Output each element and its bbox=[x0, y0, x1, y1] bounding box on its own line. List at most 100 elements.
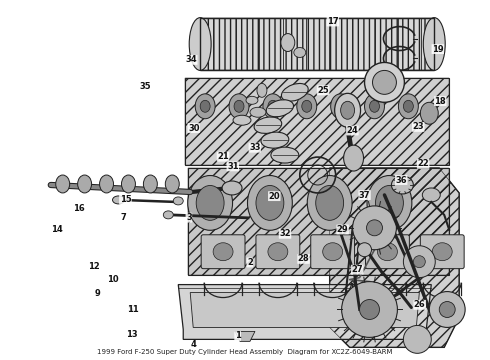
Ellipse shape bbox=[297, 94, 317, 119]
Ellipse shape bbox=[165, 175, 179, 193]
Text: 30: 30 bbox=[188, 123, 199, 132]
Bar bbox=[200, 18, 434, 71]
Ellipse shape bbox=[358, 243, 371, 257]
Circle shape bbox=[367, 220, 383, 236]
Ellipse shape bbox=[316, 185, 343, 220]
Ellipse shape bbox=[307, 176, 352, 230]
Bar bbox=[185, 78, 449, 165]
Circle shape bbox=[414, 256, 425, 268]
Text: 14: 14 bbox=[51, 225, 63, 234]
Ellipse shape bbox=[99, 175, 114, 193]
Ellipse shape bbox=[294, 48, 306, 58]
Text: 35: 35 bbox=[139, 82, 151, 91]
Ellipse shape bbox=[122, 175, 135, 193]
Text: 9: 9 bbox=[95, 289, 100, 298]
Ellipse shape bbox=[77, 175, 92, 193]
Text: 2: 2 bbox=[247, 258, 253, 267]
Circle shape bbox=[403, 325, 431, 353]
Text: 33: 33 bbox=[249, 143, 261, 152]
Text: 28: 28 bbox=[298, 255, 309, 264]
Ellipse shape bbox=[375, 185, 403, 220]
Text: 31: 31 bbox=[227, 162, 239, 171]
Text: 10: 10 bbox=[107, 275, 119, 284]
Text: 26: 26 bbox=[414, 300, 426, 309]
Ellipse shape bbox=[403, 100, 414, 112]
Text: 22: 22 bbox=[417, 159, 429, 168]
Text: 25: 25 bbox=[317, 86, 329, 95]
Text: 13: 13 bbox=[126, 330, 138, 339]
Text: 5: 5 bbox=[127, 305, 133, 314]
Ellipse shape bbox=[335, 93, 361, 127]
Ellipse shape bbox=[367, 176, 412, 230]
Text: 11: 11 bbox=[127, 305, 139, 314]
Text: 20: 20 bbox=[269, 192, 280, 201]
Circle shape bbox=[353, 206, 396, 250]
Ellipse shape bbox=[246, 96, 258, 104]
Ellipse shape bbox=[365, 94, 385, 119]
Ellipse shape bbox=[423, 18, 445, 71]
Bar bbox=[188, 168, 449, 275]
Text: 19: 19 bbox=[432, 45, 443, 54]
Polygon shape bbox=[178, 285, 431, 339]
Text: 29: 29 bbox=[337, 225, 348, 234]
FancyBboxPatch shape bbox=[256, 235, 300, 269]
Ellipse shape bbox=[271, 147, 299, 163]
FancyBboxPatch shape bbox=[366, 235, 409, 269]
Circle shape bbox=[372, 71, 396, 94]
Ellipse shape bbox=[163, 211, 173, 219]
Bar bbox=[200, 18, 434, 71]
Ellipse shape bbox=[268, 100, 278, 112]
Text: 4: 4 bbox=[191, 341, 196, 350]
Circle shape bbox=[429, 292, 465, 328]
Ellipse shape bbox=[234, 100, 244, 112]
Ellipse shape bbox=[213, 243, 233, 261]
Text: 12: 12 bbox=[88, 262, 99, 271]
Text: 17: 17 bbox=[327, 17, 339, 26]
Ellipse shape bbox=[341, 101, 355, 119]
Text: 15: 15 bbox=[120, 195, 131, 204]
Ellipse shape bbox=[263, 94, 283, 119]
Ellipse shape bbox=[113, 196, 124, 204]
Ellipse shape bbox=[377, 243, 397, 261]
Text: 23: 23 bbox=[413, 122, 424, 131]
Ellipse shape bbox=[233, 115, 251, 125]
FancyBboxPatch shape bbox=[201, 235, 245, 269]
Ellipse shape bbox=[56, 175, 70, 193]
Ellipse shape bbox=[144, 175, 157, 193]
Text: 18: 18 bbox=[435, 96, 446, 105]
Text: 7: 7 bbox=[120, 213, 126, 222]
Text: 27: 27 bbox=[351, 265, 363, 274]
Ellipse shape bbox=[268, 243, 288, 261]
Ellipse shape bbox=[200, 100, 210, 112]
Ellipse shape bbox=[281, 84, 308, 101]
Ellipse shape bbox=[229, 94, 249, 119]
Ellipse shape bbox=[331, 94, 350, 119]
Circle shape bbox=[403, 246, 435, 278]
Ellipse shape bbox=[250, 107, 266, 117]
FancyBboxPatch shape bbox=[420, 235, 464, 269]
Bar bbox=[188, 168, 449, 275]
Ellipse shape bbox=[369, 100, 379, 112]
Ellipse shape bbox=[256, 185, 284, 220]
Ellipse shape bbox=[343, 145, 364, 171]
Ellipse shape bbox=[392, 176, 414, 194]
Polygon shape bbox=[235, 332, 255, 341]
Text: 1: 1 bbox=[235, 332, 241, 341]
Bar bbox=[200, 18, 434, 71]
Ellipse shape bbox=[432, 243, 452, 261]
Ellipse shape bbox=[302, 100, 312, 112]
Text: 16: 16 bbox=[73, 204, 85, 213]
Ellipse shape bbox=[188, 176, 233, 230]
Ellipse shape bbox=[420, 102, 438, 124]
Ellipse shape bbox=[247, 176, 293, 230]
Text: 1999 Ford F-250 Super Duty Cylinder Head Assembly  Diagram for XC2Z-6049-BARM: 1999 Ford F-250 Super Duty Cylinder Head… bbox=[97, 349, 393, 355]
Circle shape bbox=[342, 282, 397, 337]
Ellipse shape bbox=[189, 18, 211, 71]
Polygon shape bbox=[330, 168, 459, 347]
Circle shape bbox=[365, 62, 404, 102]
Text: 32: 32 bbox=[279, 229, 291, 238]
Ellipse shape bbox=[336, 100, 345, 112]
Text: 37: 37 bbox=[359, 190, 370, 199]
Ellipse shape bbox=[261, 132, 289, 148]
Ellipse shape bbox=[222, 181, 242, 195]
